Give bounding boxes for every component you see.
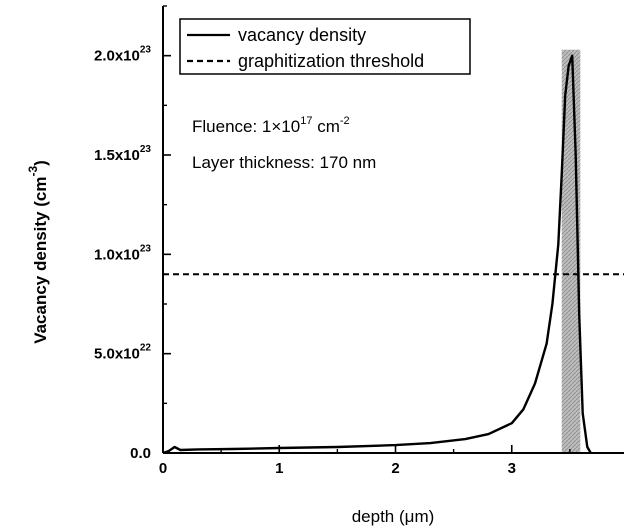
y-tick-label: 2.0x1023 [94,45,151,65]
legend-box [179,18,471,75]
fluence-unit-exponent: -2 [340,115,350,127]
series-group [163,54,624,453]
x-axis-label: depth (μm) [352,507,435,526]
y-axis-label-main: Vacancy density (cm [31,177,50,344]
legend: vacancy density graphitization threshold [179,18,471,75]
legend-label-vacancy-density: vacancy density [238,25,366,45]
x-tick-label: 2 [391,460,399,477]
fluence-annotation: Fluence: 1×1017 cm-2 [192,115,350,136]
y-axis-label-close: ) [31,160,50,166]
fluence-prefix: Fluence: 1×10 [192,117,300,136]
y-tick-label: 1.0x1023 [94,243,151,263]
y-axis-label: Vacancy density (cm-3) [26,160,50,344]
y-tick-label: 0.0 [130,445,151,462]
fluence-unit: cm [312,117,339,136]
fluence-exponent: 17 [300,115,312,127]
series-vacancy-density-line [163,54,592,453]
y-tick-label: 5.0x1022 [94,343,151,363]
x-tick-label: 1 [275,460,283,477]
y-tick-label: 1.5x1023 [94,144,151,164]
y-axis-label-exponent: -3 [26,166,40,177]
layer-thickness-annotation: Layer thickness: 170 nm [192,153,376,172]
x-tick-label: 3 [508,460,516,477]
x-tick-label: 0 [159,460,167,477]
legend-label-graphitization-threshold: graphitization threshold [238,51,424,71]
